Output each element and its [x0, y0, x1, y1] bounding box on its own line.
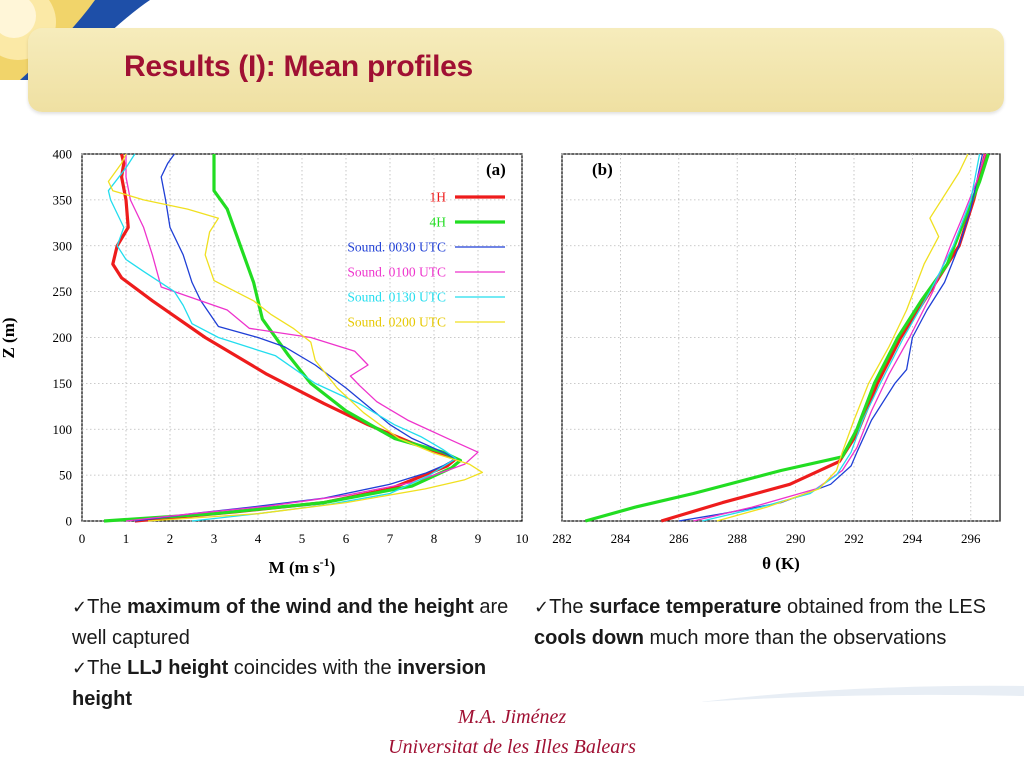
title-banner — [28, 28, 1004, 112]
bullet-bold-text: inversion height — [72, 657, 487, 710]
y-tick-label: 50 — [59, 468, 72, 483]
panel-label-a: (a) — [486, 160, 506, 179]
x-tick-label-a: 3 — [211, 531, 218, 546]
y-axis-title: Z (m) — [0, 317, 18, 358]
series-line-b-6 — [716, 153, 969, 522]
x-tick-label-a: 7 — [387, 531, 394, 546]
x-tick-label-b: 286 — [669, 531, 689, 546]
x-tick-label-a: 1 — [123, 531, 130, 546]
y-tick-label: 0 — [66, 514, 73, 529]
legend-label: Sound. 0100 UTC — [347, 265, 446, 280]
bullet-left-2: ✓The LLJ height coincides with the inver… — [72, 653, 512, 714]
series-line-a-5 — [107, 153, 457, 522]
y-tick-label: 150 — [53, 376, 73, 391]
bullet-plain-text: much more than the observations — [644, 627, 947, 649]
y-tick-label: 250 — [53, 284, 73, 299]
x-tick-label-b: 292 — [844, 531, 864, 546]
bullet-plain-text: are well captured — [72, 596, 509, 649]
x-tick-label-a: 9 — [475, 531, 482, 546]
checkmark-icon: ✓ — [72, 658, 88, 679]
x-tick-label-b: 282 — [552, 531, 572, 546]
y-tick-label: 300 — [53, 238, 73, 253]
y-tick-label: 200 — [53, 330, 73, 345]
bullet-text: The surface temperature obtained from th… — [534, 596, 986, 649]
x-tick-label-b: 288 — [727, 531, 747, 546]
y-tick-label: 350 — [53, 192, 73, 207]
checkmark-icon: ✓ — [534, 597, 550, 618]
series-line-a-6 — [107, 153, 484, 522]
y-tick-label: 400 — [53, 147, 73, 162]
x-tick-label-b: 296 — [961, 531, 981, 546]
footer-author: M.A. Jiménez — [457, 706, 567, 728]
checkmark-icon: ✓ — [72, 597, 88, 618]
legend-label: Sound. 0200 UTC — [347, 315, 446, 330]
bullet-list-left: ✓The maximum of the wind and the height … — [72, 592, 512, 714]
x-tick-label-b: 294 — [903, 531, 923, 546]
footer-affiliation: Universitat de les Illes Balears — [388, 736, 636, 758]
bullet-plain-text: obtained from the LES — [781, 596, 987, 618]
x-axis-title-b: θ (K) — [762, 554, 800, 573]
x-tick-label-a: 6 — [343, 531, 350, 546]
x-tick-label-b: 290 — [786, 531, 806, 546]
legend-label: 1H — [430, 190, 447, 205]
y-tick-label: 100 — [53, 422, 73, 437]
bullet-left-1: ✓The maximum of the wind and the height … — [72, 592, 512, 653]
series-line-a-2 — [103, 154, 462, 523]
legend-label: 4H — [430, 215, 447, 230]
bullet-bold-text: surface temperature — [589, 596, 782, 618]
bullet-plain-text: The — [87, 657, 128, 679]
legend-label: Sound. 0030 UTC — [347, 240, 446, 255]
bullet-list-right: ✓The surface temperature obtained from t… — [534, 592, 1014, 653]
bullet-plain-text: The — [87, 596, 128, 618]
x-tick-label-a: 0 — [79, 531, 86, 546]
x-tick-label-a: 8 — [431, 531, 438, 546]
x-tick-label-a: 10 — [516, 531, 529, 546]
decorative-swoosh — [700, 685, 1024, 702]
bullet-text: The maximum of the wind and the height a… — [72, 596, 508, 649]
legend-label: Sound. 0130 UTC — [347, 290, 446, 305]
x-tick-label-a: 4 — [255, 531, 262, 546]
bullet-bold-text: maximum of the wind and the height — [127, 596, 474, 618]
bullet-plain-text: coincides with the — [228, 657, 398, 679]
bullet-plain-text: The — [549, 596, 590, 618]
bullet-text: The LLJ height coincides with the invers… — [72, 657, 486, 710]
x-tick-label-a: 5 — [299, 531, 306, 546]
series-line-a-3 — [134, 153, 457, 522]
series-line-b-2 — [584, 153, 990, 523]
panel-label-b: (b) — [592, 160, 613, 179]
x-tick-label-b: 284 — [611, 531, 631, 546]
slide-title: Results (I): Mean profiles — [124, 50, 473, 83]
bullet-bold-text: LLJ height — [127, 657, 229, 679]
x-axis-title-a: M (m s-1) — [269, 555, 336, 577]
mean-profiles-chart: 0 1 2 3 4 5 6 7 8 9 10050100150200250300350400(a)2… — [0, 147, 1001, 577]
series-line-a-4 — [125, 154, 479, 522]
series-line-b-5 — [702, 153, 981, 522]
bullet-bold-text: cools down — [534, 627, 644, 649]
bullet-right-1: ✓The surface temperature obtained from t… — [534, 592, 1014, 653]
x-tick-label-a: 2 — [167, 531, 174, 546]
